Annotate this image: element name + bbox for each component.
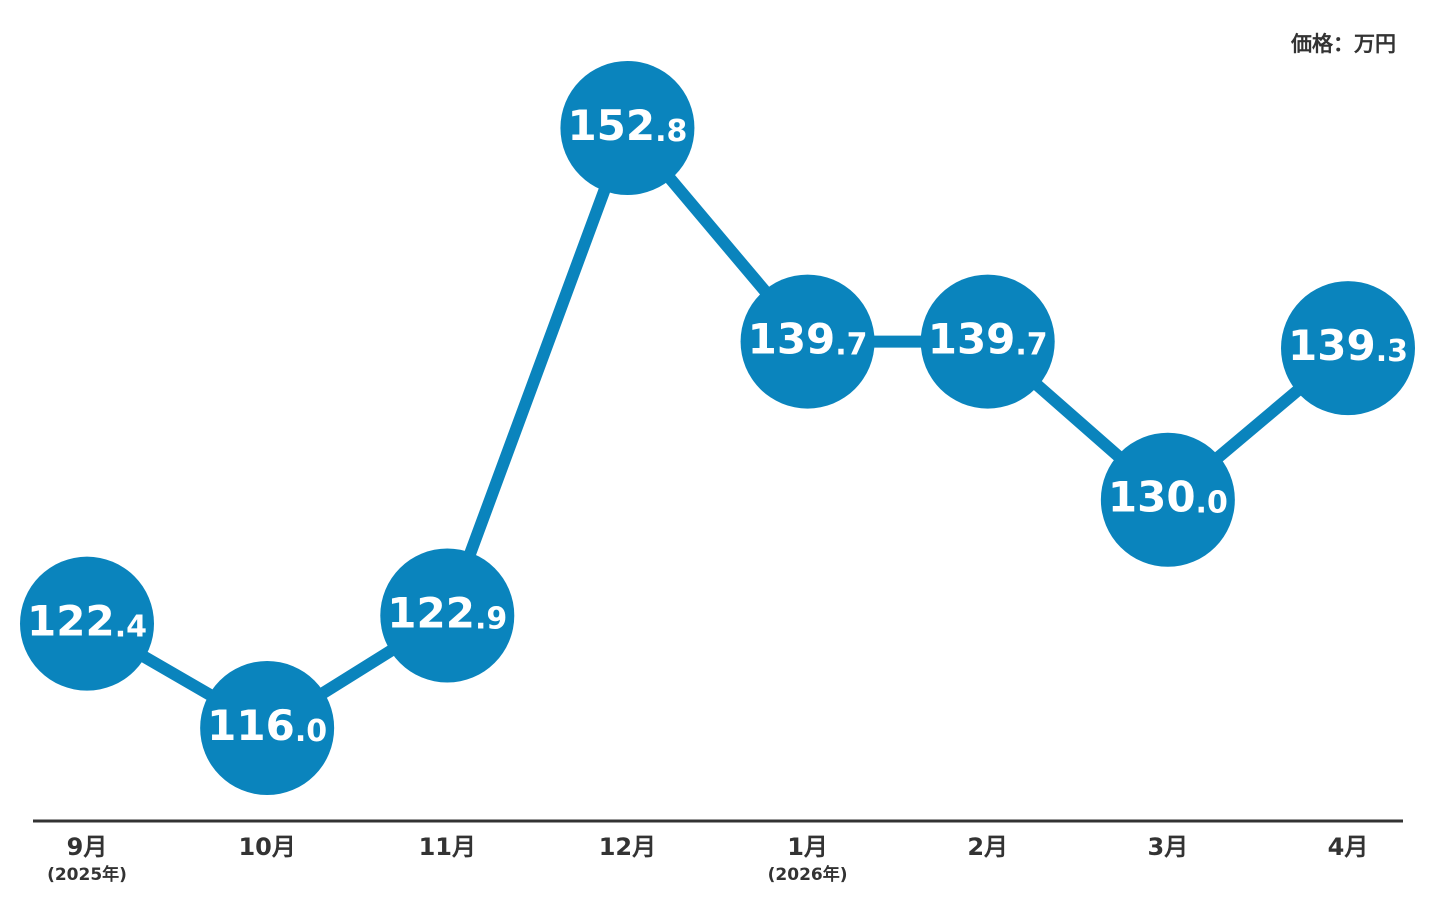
point [200, 661, 335, 795]
value-label: 139.3 [1288, 321, 1408, 370]
value-label: 139.7 [748, 314, 868, 363]
value-label: 122.4 [27, 596, 147, 645]
x-tick-label: 1月 [787, 833, 828, 861]
point [380, 548, 515, 683]
point [1100, 432, 1235, 567]
x-tick-label: 10月 [238, 833, 295, 861]
x-tick-label: 4月 [1328, 833, 1369, 861]
value-label: 152.8 [567, 101, 687, 150]
point [20, 556, 154, 691]
x-tick-label: 2月 [967, 833, 1008, 861]
value-label: 139.7 [928, 314, 1048, 363]
point [1281, 281, 1415, 416]
value-label: 122.9 [387, 588, 507, 637]
x-tick-sublabel: (2026年) [768, 864, 848, 885]
point [560, 61, 695, 195]
line [83, 122, 1352, 734]
unit-label: 価格：万円 [1290, 32, 1396, 56]
point [920, 274, 1055, 409]
point [740, 274, 875, 409]
value-label: 130.0 [1108, 472, 1228, 521]
x-tick-label: 9月 [67, 833, 108, 861]
x-tick-label: 3月 [1148, 833, 1189, 861]
x-tick-label: 12月 [599, 833, 656, 861]
value-label: 116.0 [207, 701, 327, 750]
x-tick-sublabel: (2025年) [47, 864, 127, 885]
x-tick-label: 11月 [419, 833, 476, 861]
